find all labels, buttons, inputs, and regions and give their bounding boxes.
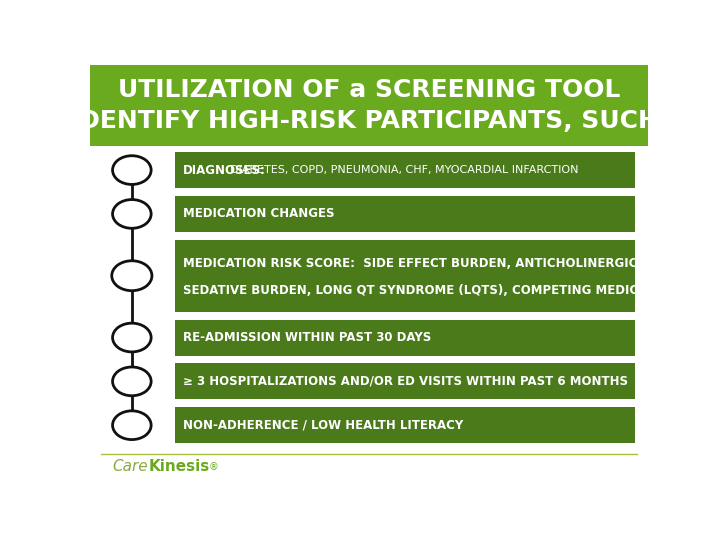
- Text: DIAGNOSES:: DIAGNOSES:: [183, 164, 266, 177]
- FancyBboxPatch shape: [90, 65, 648, 146]
- FancyBboxPatch shape: [175, 152, 635, 188]
- FancyBboxPatch shape: [175, 363, 635, 400]
- Text: SEDATIVE BURDEN, LONG QT SYNDROME (LQTS), COMPETING MEDICATIONS: SEDATIVE BURDEN, LONG QT SYNDROME (LQTS)…: [183, 284, 688, 296]
- FancyBboxPatch shape: [175, 320, 635, 355]
- Text: Kinesis: Kinesis: [148, 460, 210, 474]
- Text: ≥ 3 HOSPITALIZATIONS AND/OR ED VISITS WITHIN PAST 6 MONTHS: ≥ 3 HOSPITALIZATIONS AND/OR ED VISITS WI…: [183, 375, 628, 388]
- Text: MEDICATION RISK SCORE:  SIDE EFFECT BURDEN, ANTICHOLINERGIC BURDEN,: MEDICATION RISK SCORE: SIDE EFFECT BURDE…: [183, 257, 702, 270]
- FancyBboxPatch shape: [175, 407, 635, 443]
- Text: UTILIZATION OF a SCREENING TOOL
TO IDENTIFY HIGH-RISK PARTICIPANTS, SUCH AS:: UTILIZATION OF a SCREENING TOOL TO IDENT…: [23, 78, 715, 133]
- Text: ®: ®: [209, 462, 219, 472]
- Text: Care: Care: [112, 460, 148, 474]
- FancyBboxPatch shape: [175, 240, 635, 312]
- Text: NON-ADHERENCE / LOW HEALTH LITERACY: NON-ADHERENCE / LOW HEALTH LITERACY: [183, 418, 464, 431]
- Text: DIABETES, COPD, PNEUMONIA, CHF, MYOCARDIAL INFARCTION: DIABETES, COPD, PNEUMONIA, CHF, MYOCARDI…: [223, 165, 579, 175]
- Circle shape: [112, 261, 152, 291]
- FancyBboxPatch shape: [175, 196, 635, 232]
- Circle shape: [112, 367, 151, 396]
- Circle shape: [112, 411, 151, 440]
- Text: RE-ADMISSION WITHIN PAST 30 DAYS: RE-ADMISSION WITHIN PAST 30 DAYS: [183, 331, 431, 344]
- Text: MEDICATION CHANGES: MEDICATION CHANGES: [183, 207, 335, 220]
- Circle shape: [112, 200, 151, 228]
- Circle shape: [112, 323, 151, 352]
- Circle shape: [112, 156, 151, 185]
